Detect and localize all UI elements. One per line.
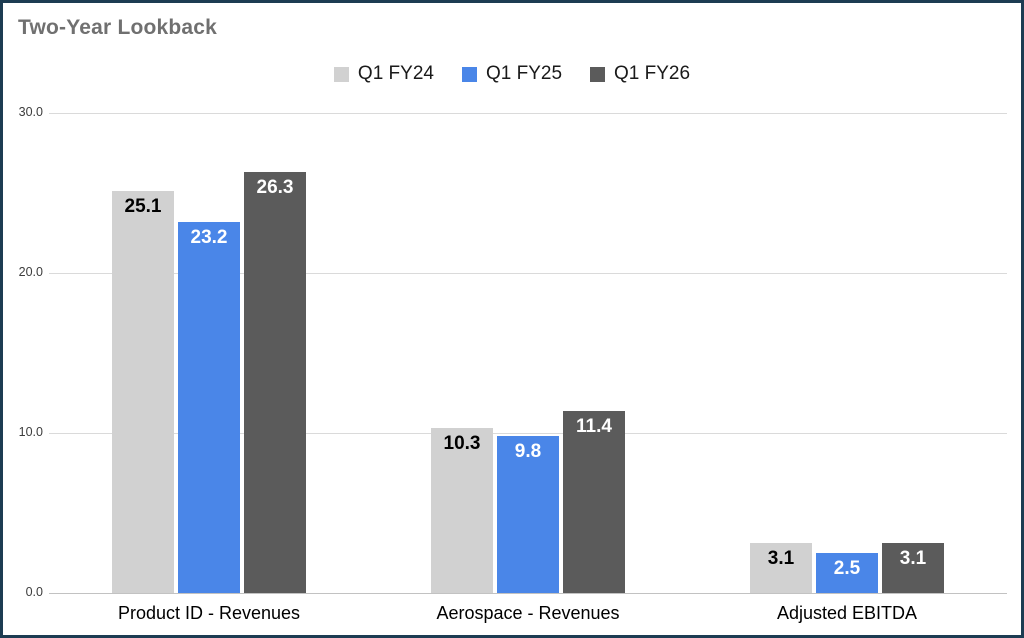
- bar-q1-fy25-1: 23.2: [178, 222, 240, 593]
- legend-item-q1-fy24: Q1 FY24: [333, 63, 434, 85]
- bar-value-label: 3.1: [899, 548, 927, 569]
- chart-title: Two-Year Lookback: [18, 16, 218, 39]
- bar-value-label: 25.1: [124, 196, 162, 217]
- category-label-1: Product ID - Revenues: [117, 603, 301, 623]
- gridline-0: [49, 593, 1007, 594]
- y-axis-tick-label: 30.0: [18, 105, 43, 119]
- y-axis-tick-label: 10.0: [18, 425, 43, 439]
- bar-q1-fy25-2: 9.8: [497, 436, 559, 593]
- bar-q1-fy26-2: 11.4: [563, 411, 625, 593]
- bar-q1-fy25-3: 2.5: [816, 553, 878, 593]
- category-label-3: Adjusted EBITDA: [776, 603, 918, 623]
- legend-swatch-icon: [590, 66, 606, 82]
- legend-item-q1-fy26: Q1 FY26: [590, 63, 690, 85]
- bar-value-label: 2.5: [833, 558, 861, 579]
- legend-swatch-icon: [333, 66, 349, 82]
- bar-value-label: 11.4: [576, 416, 612, 437]
- bar-value-label: 26.3: [256, 177, 294, 198]
- chart-area: 0.0 10.0 20.0 30.0 25.1 23.2 26.3 Product ID - …: [3, 3, 1021, 635]
- legend-label: Q1 FY26: [614, 63, 691, 84]
- bar-value-label: 10.3: [443, 433, 481, 454]
- y-axis-tick-label: 20.0: [18, 265, 43, 279]
- legend-label: Q1 FY24: [357, 63, 434, 84]
- bar-value-label: 3.1: [767, 548, 795, 569]
- category-label-2: Aerospace - Revenues: [436, 603, 620, 623]
- bar-q1-fy24-2: 10.3: [431, 428, 493, 593]
- gridline-20: [49, 273, 1007, 274]
- legend: Q1 FY24 Q1 FY25 Q1 FY26: [3, 63, 1021, 85]
- gridline-30: [49, 113, 1007, 114]
- bar-q1-fy26-1: 26.3: [244, 172, 306, 593]
- y-axis-tick-label: 0.0: [25, 585, 43, 599]
- bar-q1-fy26-3: 3.1: [882, 543, 944, 593]
- bar-value-label: 23.2: [190, 227, 228, 248]
- bar-q1-fy24-3: 3.1: [750, 543, 812, 593]
- bar-value-label: 9.8: [514, 441, 542, 462]
- legend-swatch-icon: [461, 66, 477, 82]
- legend-label: Q1 FY25: [485, 63, 563, 84]
- bar-q1-fy24-1: 25.1: [112, 191, 174, 593]
- gridline-10: [49, 433, 1007, 434]
- legend-item-q1-fy25: Q1 FY25: [461, 63, 563, 85]
